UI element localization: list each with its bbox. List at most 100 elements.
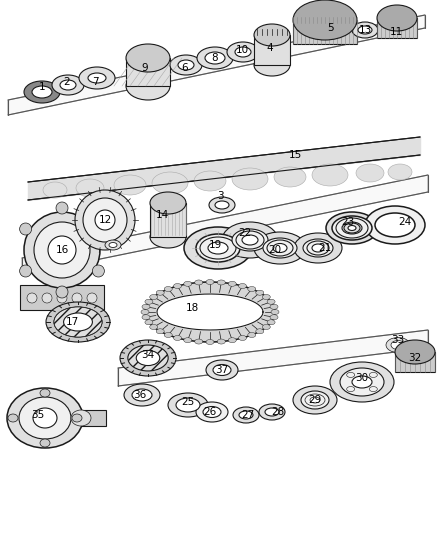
Ellipse shape (132, 389, 152, 401)
Ellipse shape (142, 304, 150, 309)
Ellipse shape (330, 362, 394, 402)
Text: 36: 36 (134, 390, 147, 400)
Ellipse shape (196, 234, 240, 262)
Ellipse shape (184, 227, 252, 269)
Ellipse shape (173, 284, 181, 288)
Ellipse shape (48, 236, 76, 264)
Text: 4: 4 (267, 43, 273, 53)
Ellipse shape (293, 0, 357, 40)
Ellipse shape (395, 340, 435, 364)
Ellipse shape (76, 179, 104, 197)
Ellipse shape (88, 73, 106, 83)
Ellipse shape (46, 302, 110, 342)
Ellipse shape (33, 408, 57, 428)
Ellipse shape (239, 335, 247, 341)
Ellipse shape (236, 231, 264, 249)
Ellipse shape (83, 198, 127, 242)
Text: 20: 20 (268, 245, 282, 255)
Text: 32: 32 (408, 353, 422, 363)
Text: 11: 11 (389, 27, 403, 37)
Ellipse shape (92, 265, 104, 277)
Polygon shape (8, 15, 425, 115)
Text: 26: 26 (203, 407, 217, 417)
Polygon shape (118, 330, 428, 386)
Ellipse shape (217, 339, 225, 344)
Ellipse shape (142, 314, 150, 320)
Text: 16: 16 (55, 245, 69, 255)
Ellipse shape (184, 338, 192, 343)
Ellipse shape (64, 313, 92, 331)
Ellipse shape (227, 42, 259, 62)
Ellipse shape (24, 81, 60, 103)
Ellipse shape (128, 345, 168, 371)
Ellipse shape (262, 295, 270, 300)
Ellipse shape (164, 287, 172, 292)
Ellipse shape (344, 223, 360, 233)
Text: 9: 9 (141, 63, 148, 73)
Ellipse shape (254, 232, 306, 264)
Ellipse shape (271, 310, 279, 314)
Ellipse shape (195, 280, 203, 285)
Text: 24: 24 (399, 217, 412, 227)
Text: 34: 34 (141, 350, 155, 360)
Ellipse shape (164, 333, 172, 337)
Ellipse shape (71, 410, 91, 426)
Ellipse shape (303, 239, 333, 257)
Ellipse shape (176, 398, 200, 412)
Ellipse shape (375, 213, 415, 237)
Text: 7: 7 (92, 77, 98, 87)
Ellipse shape (197, 47, 233, 69)
Text: 21: 21 (318, 243, 332, 253)
Text: 30: 30 (356, 373, 368, 383)
Ellipse shape (150, 295, 158, 300)
Text: 27: 27 (241, 410, 254, 420)
Ellipse shape (109, 243, 117, 247)
Ellipse shape (150, 226, 186, 248)
Text: 10: 10 (236, 45, 248, 55)
Ellipse shape (205, 52, 225, 64)
Ellipse shape (206, 279, 214, 285)
Text: 12: 12 (99, 215, 112, 225)
Polygon shape (150, 203, 186, 237)
Ellipse shape (20, 223, 32, 235)
Text: 3: 3 (217, 191, 223, 201)
Ellipse shape (388, 164, 412, 180)
Ellipse shape (348, 225, 356, 230)
Ellipse shape (307, 241, 329, 255)
Ellipse shape (20, 265, 32, 277)
Ellipse shape (195, 339, 203, 344)
Bar (81, 410, 106, 426)
Ellipse shape (56, 286, 68, 298)
Ellipse shape (242, 235, 258, 245)
Bar (20, 285, 104, 310)
Ellipse shape (232, 168, 268, 190)
Polygon shape (145, 282, 275, 342)
Ellipse shape (24, 212, 100, 288)
Ellipse shape (263, 238, 297, 258)
Ellipse shape (95, 210, 115, 230)
Text: 17: 17 (65, 317, 79, 327)
Ellipse shape (79, 67, 115, 89)
Ellipse shape (248, 287, 256, 292)
Ellipse shape (358, 26, 372, 34)
Ellipse shape (200, 237, 236, 259)
Ellipse shape (34, 222, 90, 278)
Ellipse shape (305, 394, 325, 406)
Ellipse shape (42, 293, 52, 303)
Ellipse shape (52, 75, 84, 95)
Ellipse shape (254, 54, 290, 76)
Polygon shape (377, 18, 417, 38)
Text: 6: 6 (182, 63, 188, 73)
Ellipse shape (391, 341, 405, 350)
Ellipse shape (114, 175, 146, 195)
Ellipse shape (301, 391, 329, 409)
Ellipse shape (347, 386, 355, 392)
Ellipse shape (342, 222, 362, 234)
Ellipse shape (233, 407, 259, 423)
Ellipse shape (72, 293, 82, 303)
Ellipse shape (57, 293, 67, 303)
Text: 37: 37 (215, 365, 229, 375)
Text: 23: 23 (341, 217, 355, 227)
Ellipse shape (294, 233, 342, 263)
Ellipse shape (239, 284, 247, 288)
